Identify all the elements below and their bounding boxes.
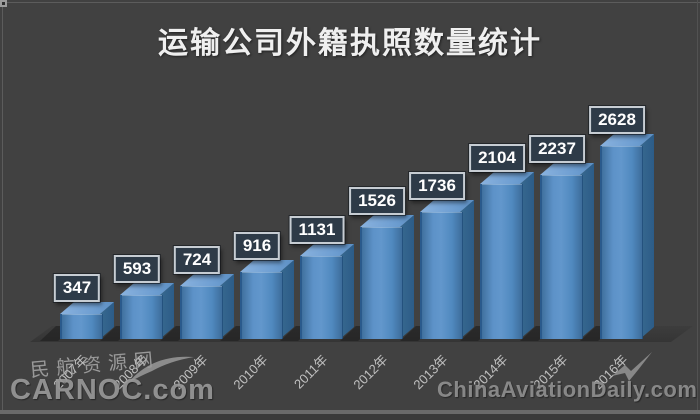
bar-top-face — [60, 302, 114, 314]
window-corner-artifact — [0, 0, 7, 7]
bar-top-face — [360, 215, 414, 227]
frame-edge-bottom — [0, 410, 700, 414]
bar-side-face — [340, 244, 354, 339]
bar-front-2014年 — [480, 184, 523, 339]
bar-top-face — [540, 163, 594, 175]
bar-top-face — [180, 274, 234, 286]
bar-side-face — [460, 200, 474, 339]
carnoc-swoosh-icon — [126, 350, 198, 391]
bird-swoosh-icon — [612, 352, 654, 389]
value-label-box: 2104 — [469, 144, 525, 172]
bar-side-face — [100, 302, 114, 339]
bar-top-face — [480, 172, 534, 184]
bar-front-2012年 — [360, 227, 403, 339]
value-label-box: 916 — [233, 232, 281, 260]
bar-side-face — [640, 134, 654, 339]
bar-top-face — [240, 260, 294, 272]
bar-front-2013年 — [420, 212, 463, 339]
bar-side-face — [580, 163, 594, 339]
chart-title: 运输公司外籍执照数量统计 — [158, 27, 542, 60]
value-label-box: 2628 — [589, 106, 645, 134]
bar-front-2016年 — [600, 146, 643, 339]
bar-side-face — [400, 215, 414, 339]
bar-top-face — [420, 200, 474, 212]
value-label-box: 593 — [113, 255, 161, 283]
frame-edge-right — [697, 0, 698, 420]
value-label-box: 347 — [53, 274, 101, 302]
bar-front-2011年 — [300, 256, 343, 339]
bar-side-face — [280, 260, 294, 339]
value-label-box: 724 — [173, 246, 221, 274]
bar-side-face — [160, 283, 174, 339]
value-label-box: 2237 — [529, 135, 585, 163]
value-label-box: 1131 — [289, 216, 345, 244]
frame-edge-top — [0, 2, 700, 3]
bar-top-face — [600, 134, 654, 146]
bar-front-2008年 — [120, 295, 163, 339]
bar-top-face — [120, 283, 174, 295]
bar-top-face — [300, 244, 354, 256]
value-label-box: 1736 — [409, 172, 465, 200]
bar-front-2007年 — [60, 314, 103, 339]
bar-side-face — [220, 274, 234, 339]
bar-side-face — [520, 172, 534, 339]
frame-edge-left — [2, 0, 3, 420]
bar-front-2015年 — [540, 175, 583, 339]
frame-edge-below — [0, 414, 700, 420]
bar-front-2010年 — [240, 272, 283, 339]
carnoc-watermark-text: CARNOC.com — [10, 374, 215, 406]
value-label-box: 1526 — [349, 187, 405, 215]
china-aviation-daily-watermark-text: ChinaAviationDaily.com — [437, 377, 698, 402]
bar-front-2009年 — [180, 286, 223, 339]
